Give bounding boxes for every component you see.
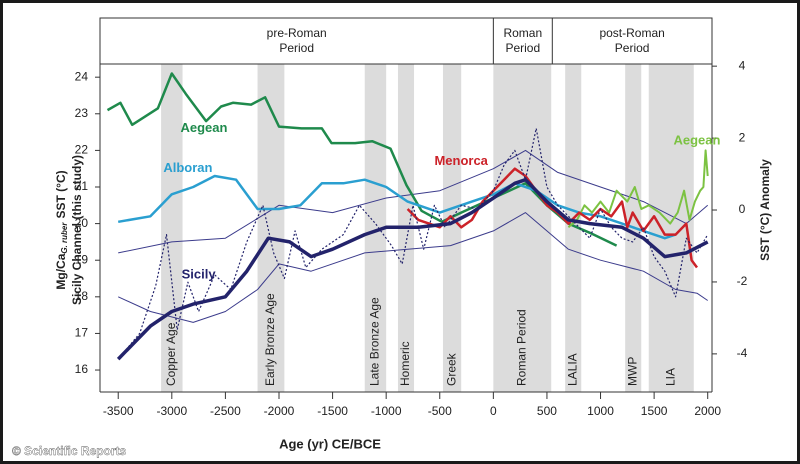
y-tick-label: 24: [75, 69, 89, 83]
x-tick-label: 1500: [641, 404, 668, 418]
y2-tick-label: 2: [739, 130, 746, 144]
x-tick-label: -1000: [371, 404, 402, 418]
x-tick-label: -500: [428, 404, 452, 418]
y2-tick-label: -4: [737, 346, 748, 360]
x-tick-label: -3000: [156, 404, 187, 418]
x-axis-label: Age (yr) CE/BCE: [279, 436, 381, 451]
y-label-sub: G. ruber: [60, 222, 69, 254]
x-tick-label: 0: [490, 404, 497, 418]
band-label: MWP: [625, 357, 639, 386]
series-label: Aegean: [180, 120, 227, 135]
series-line: [116, 177, 709, 361]
x-tick-label: -1500: [317, 404, 348, 418]
band-label: Early Bronze Age: [263, 293, 277, 386]
band-label: Late Bronze Age: [368, 297, 382, 386]
foreground-layer: Copper Age Early Bronze Age Late Bronze Ag…: [75, 17, 748, 418]
y-tick-label: 22: [75, 143, 89, 157]
y-tick-label: 18: [75, 289, 89, 303]
period-label: Roman: [503, 26, 542, 40]
y2-axis-label: SST (°C) Anomaly: [758, 159, 772, 261]
y2-tick-label: -2: [737, 274, 748, 288]
x-tick-label: -2500: [210, 404, 241, 418]
band-label: Homeric: [398, 341, 412, 386]
y-tick-label: 23: [75, 106, 89, 120]
y2-tick-label: 4: [739, 58, 746, 72]
band-label: LALIA: [565, 353, 579, 386]
period-label: Period: [505, 41, 540, 55]
series-line: [567, 149, 709, 229]
series-line: [106, 72, 618, 247]
series-label: Alboran: [163, 160, 212, 175]
series-line: [117, 127, 709, 360]
y-axis-label-2: Sicily Channel (this study): [70, 155, 84, 305]
y-tick-label: 16: [75, 362, 89, 376]
y-axis-label: Mg/CaG. ruber SST (°C): [54, 170, 69, 289]
y-label-part: Mg/Ca: [54, 253, 68, 289]
period-label: Period: [279, 41, 314, 55]
x-tick-label: 2000: [694, 404, 721, 418]
x-tick-label: 1000: [587, 404, 614, 418]
x-tick-label: -2000: [264, 404, 295, 418]
band-label: LIA: [663, 368, 677, 386]
band-label: Roman Period: [514, 309, 528, 386]
series-line: [117, 174, 676, 240]
period-header: [99, 17, 713, 65]
series-line: [117, 212, 708, 323]
y-label-part: SST (°C): [54, 170, 68, 218]
series-layer: [106, 72, 709, 361]
y-tick-label: 20: [75, 216, 89, 230]
period-label: pre-Roman: [267, 26, 327, 40]
period-band: [565, 64, 582, 392]
y2-tick-label: 0: [739, 202, 746, 216]
period-band: [493, 64, 552, 392]
period-label: post-Roman: [599, 26, 664, 40]
y-tick-label: 21: [75, 179, 89, 193]
series-label: Menorca: [434, 153, 488, 168]
period-label: Period: [615, 41, 650, 55]
y-tick-label: 19: [75, 252, 89, 266]
x-tick-label: -3500: [103, 404, 134, 418]
y-tick-label: 17: [75, 326, 89, 340]
series-line: [406, 167, 699, 269]
period-band: [257, 64, 285, 392]
period-band: [442, 64, 462, 392]
series-label: Sicily: [182, 266, 217, 281]
series-label: Aegean: [674, 133, 721, 148]
band-label: Copper Age: [164, 322, 178, 386]
band-label: Greek: [444, 352, 458, 386]
source-credit: © Scientific Reports: [12, 444, 127, 458]
x-tick-label: 500: [537, 404, 557, 418]
series-line: [118, 149, 709, 254]
